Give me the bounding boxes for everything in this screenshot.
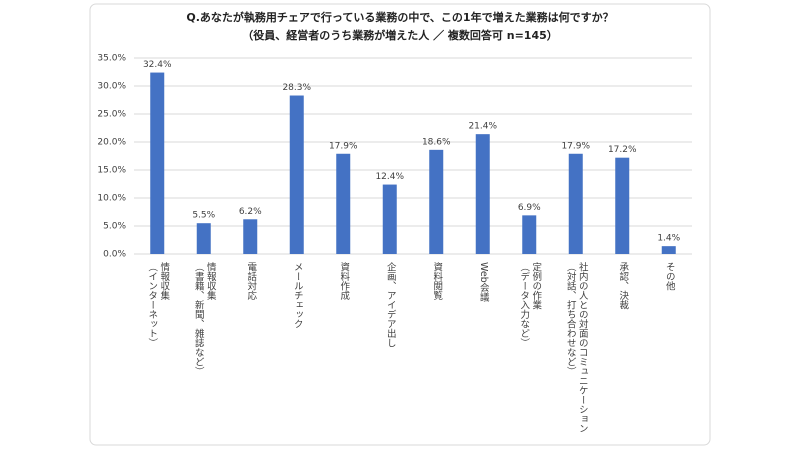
y-tick-label: 0.0% — [103, 250, 126, 260]
x-tick-label: 資料作成 — [338, 262, 350, 300]
y-tick-label: 30.0% — [97, 82, 126, 92]
y-tick-label: 5.0% — [103, 222, 126, 232]
bar — [568, 153, 583, 254]
x-tick-label: 情報収集 （インターネット） — [146, 262, 170, 348]
chart-title: Q.あなたが執務用チェアで行っている業務の中で、この1年で増えた業務は何ですか？ — [186, 10, 613, 24]
x-tick-label: 資料閲覧 — [431, 262, 443, 300]
x-tick-label: 企画、アイデア出し — [384, 262, 396, 348]
bar — [336, 153, 351, 254]
value-label: 6.2% — [239, 207, 262, 217]
bar — [243, 219, 258, 254]
bar — [615, 157, 630, 254]
bar — [429, 149, 444, 254]
value-label: 32.4% — [143, 60, 172, 70]
y-tick-label: 20.0% — [97, 138, 126, 148]
bar — [661, 246, 676, 254]
bar — [522, 215, 537, 254]
value-label: 17.9% — [329, 141, 358, 151]
bar — [475, 134, 490, 254]
y-tick-label: 15.0% — [97, 166, 126, 176]
value-label: 12.4% — [375, 172, 404, 182]
x-tick-label: 情報収集 （書籍、新聞、雑誌など） — [192, 262, 216, 376]
x-tick-label: メールチェック — [291, 262, 303, 329]
value-label: 18.6% — [422, 137, 451, 147]
value-label: 17.9% — [561, 141, 590, 151]
y-tick-label: 25.0% — [97, 110, 126, 120]
x-tick-label: Web会議 — [477, 262, 489, 302]
chart-frame — [89, 3, 711, 446]
x-tick-label: 定例の作業 （データ入力など） — [518, 262, 542, 348]
value-label: 5.5% — [192, 211, 215, 221]
y-tick-label: 10.0% — [97, 194, 126, 204]
bar — [150, 72, 165, 254]
y-tick-label: 35.0% — [97, 54, 126, 64]
chart-subtitle: （役員、経営者のうち業務が増えた人 ／ 複数回答可 n=145） — [242, 28, 558, 42]
value-label: 21.4% — [468, 122, 497, 132]
bar — [289, 95, 304, 255]
bar — [196, 223, 211, 254]
value-label: 1.4% — [657, 234, 680, 244]
x-tick-label: 社内の人との対面のコミュニケーション （対話、打ち合わせなど） — [564, 262, 588, 433]
x-tick-label: その他 — [663, 262, 675, 291]
bar — [382, 184, 397, 254]
value-label: 17.2% — [608, 145, 637, 155]
x-tick-label: 承認、決裁 — [617, 262, 629, 310]
value-label: 6.9% — [518, 203, 541, 213]
value-label: 28.3% — [282, 83, 311, 93]
x-tick-label: 電話対応 — [245, 262, 257, 300]
